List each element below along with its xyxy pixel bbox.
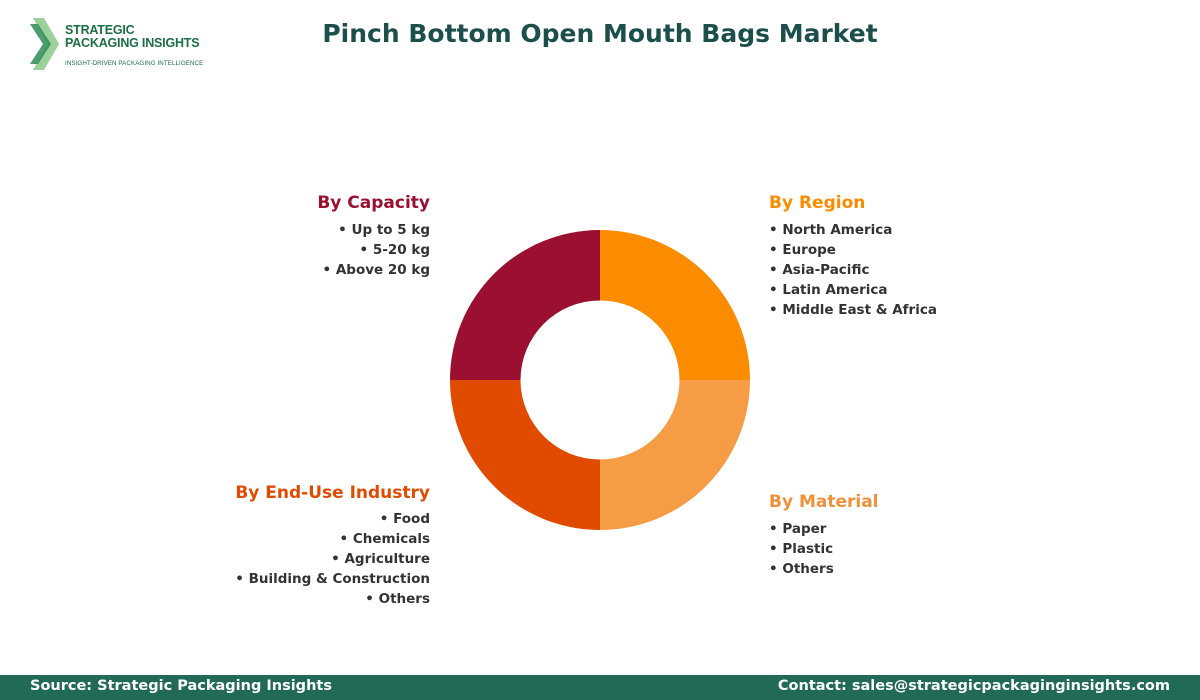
donut-chart [450, 230, 750, 530]
segment-title-capacity: By Capacity [317, 193, 430, 213]
donut-slice-1 [600, 380, 750, 530]
list-item: Chemicals [235, 529, 430, 549]
segment-list-enduse: Food Chemicals Agriculture Building & Co… [235, 509, 430, 609]
list-item: Plastic [769, 539, 834, 559]
list-item: Agriculture [235, 549, 430, 569]
brand-logo: STRATEGIC PACKAGING INSIGHTS INSIGHT-DRI… [30, 18, 230, 74]
footer-contact: Contact: sales@strategicpackaginginsight… [777, 678, 1170, 694]
segment-list-capacity: Up to 5 kg 5-20 kg Above 20 kg [322, 220, 430, 280]
donut-slice-3 [450, 230, 600, 380]
chart-title: Pinch Bottom Open Mouth Bags Market [322, 19, 878, 48]
segment-title-region: By Region [769, 193, 866, 213]
logo-line-1: STRATEGIC [65, 23, 135, 37]
segment-list-region: North America Europe Asia-Pacific Latin … [769, 220, 937, 320]
list-item: Building & Construction [235, 569, 430, 589]
list-item: Paper [769, 519, 834, 539]
list-item: Europe [769, 240, 937, 260]
segment-title-material: By Material [769, 492, 879, 512]
list-item: Above 20 kg [322, 260, 430, 280]
footer-bar: Source: Strategic Packaging Insights Con… [0, 675, 1200, 700]
list-item: 5-20 kg [322, 240, 430, 260]
list-item: Latin America [769, 280, 937, 300]
logo-chevron-icon [30, 18, 59, 70]
segment-list-material: Paper Plastic Others [769, 519, 834, 579]
list-item: Others [769, 559, 833, 579]
donut-slice-0 [600, 230, 750, 380]
list-item: Food [235, 509, 430, 529]
list-item: Middle East & Africa [769, 300, 937, 320]
footer-source: Source: Strategic Packaging Insights [30, 678, 332, 694]
list-item: Others [235, 589, 430, 609]
list-item: North America [769, 220, 937, 240]
list-item: Asia-Pacific [769, 260, 937, 280]
segment-title-enduse: By End-Use Industry [235, 483, 430, 503]
logo-line-2: PACKAGING INSIGHTS [65, 36, 200, 50]
logo-tagline: INSIGHT-DRIVEN PACKAGING INTELLIGENCE [65, 60, 204, 67]
donut-slice-2 [450, 380, 600, 530]
list-item: Up to 5 kg [322, 220, 431, 240]
